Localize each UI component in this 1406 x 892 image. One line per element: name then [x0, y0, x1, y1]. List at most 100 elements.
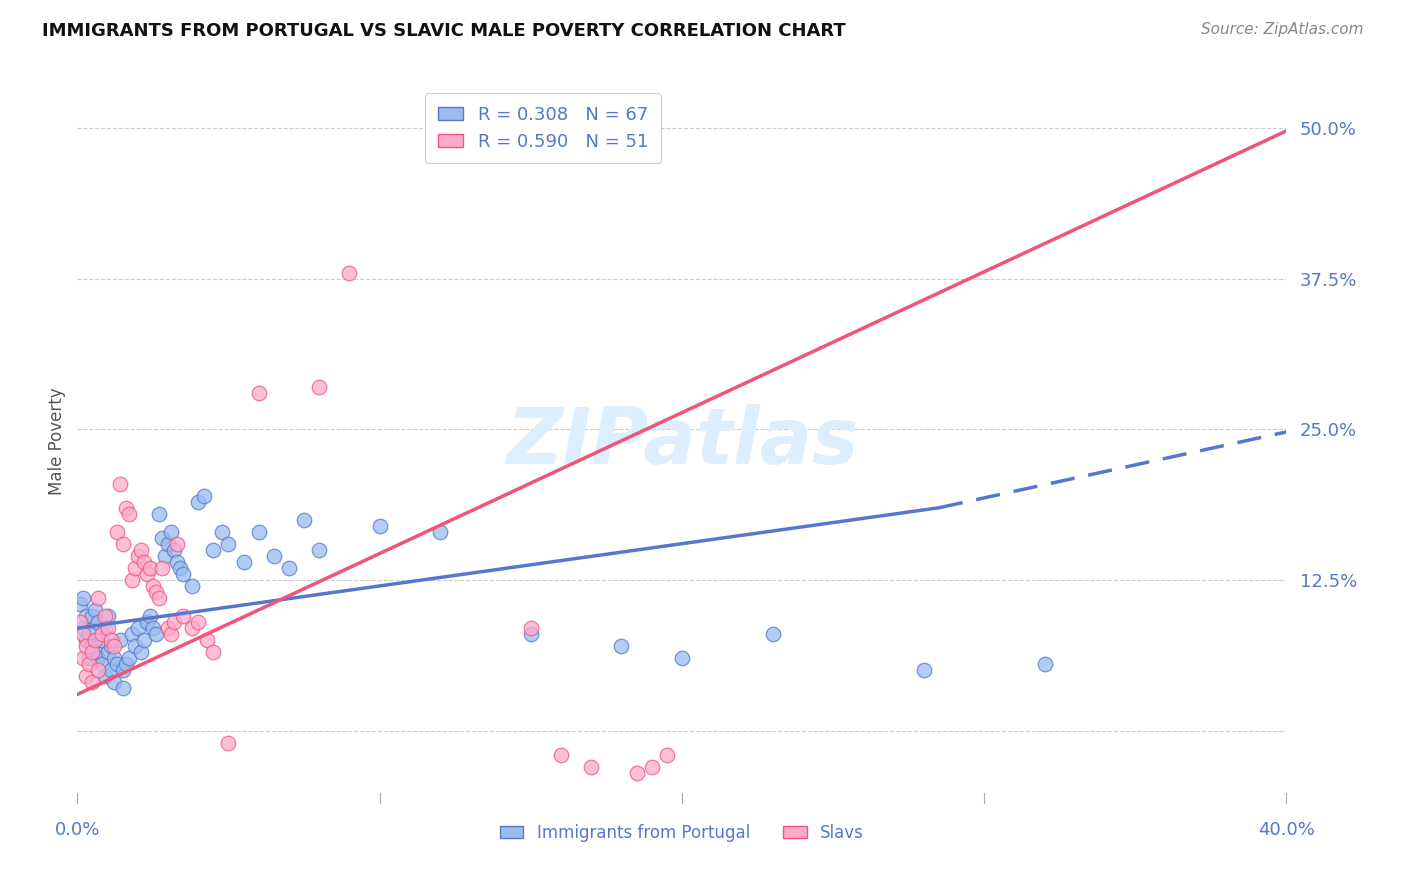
Point	[114, 500, 136, 515]
Point	[160, 524, 183, 539]
Point	[337, 266, 360, 280]
Point	[118, 651, 141, 665]
Point	[218, 537, 240, 551]
Point	[96, 621, 118, 635]
Point	[163, 542, 186, 557]
Point	[163, 615, 186, 630]
Point	[202, 542, 225, 557]
Point	[626, 765, 648, 780]
Point	[181, 621, 204, 635]
Point	[79, 657, 101, 672]
Point	[520, 627, 543, 641]
Point	[218, 735, 240, 749]
Point	[72, 651, 94, 665]
Point	[550, 747, 572, 762]
Point	[145, 627, 167, 641]
Point	[105, 524, 128, 539]
Point	[127, 621, 149, 635]
Point	[108, 633, 131, 648]
Point	[292, 513, 315, 527]
Point	[139, 609, 162, 624]
Point	[129, 542, 152, 557]
Point	[193, 489, 215, 503]
Point	[211, 524, 233, 539]
Point	[100, 664, 122, 678]
Point	[202, 645, 225, 659]
Point	[150, 561, 173, 575]
Point	[90, 627, 112, 641]
Point	[671, 651, 693, 665]
Text: Source: ZipAtlas.com: Source: ZipAtlas.com	[1201, 22, 1364, 37]
Point	[82, 645, 104, 659]
Point	[75, 669, 97, 683]
Point	[145, 585, 167, 599]
Point	[166, 555, 188, 569]
Point	[75, 639, 97, 653]
Point	[79, 651, 101, 665]
Point	[132, 555, 155, 569]
Point	[166, 537, 188, 551]
Point	[520, 621, 543, 635]
Point	[103, 651, 125, 665]
Point	[139, 561, 162, 575]
Point	[93, 669, 115, 683]
Point	[118, 507, 141, 521]
Point	[129, 645, 152, 659]
Point	[247, 524, 270, 539]
Point	[87, 664, 110, 678]
Point	[111, 537, 134, 551]
Point	[121, 627, 143, 641]
Point	[72, 627, 94, 641]
Point	[84, 645, 107, 659]
Point	[79, 627, 101, 641]
Point	[84, 603, 107, 617]
Point	[82, 639, 104, 653]
Point	[93, 621, 115, 635]
Point	[157, 537, 180, 551]
Point	[308, 542, 330, 557]
Point	[308, 380, 330, 394]
Point	[72, 621, 94, 635]
Point	[105, 657, 128, 672]
Point	[111, 681, 134, 696]
Point	[87, 615, 110, 630]
Point	[132, 633, 155, 648]
Text: 40.0%: 40.0%	[1258, 821, 1315, 838]
Point	[641, 760, 664, 774]
Point	[124, 639, 146, 653]
Point	[72, 591, 94, 606]
Point	[148, 591, 170, 606]
Legend: Immigrants from Portugal, Slavs: Immigrants from Portugal, Slavs	[494, 817, 870, 848]
Point	[75, 633, 97, 648]
Point	[148, 507, 170, 521]
Point	[142, 621, 165, 635]
Point	[153, 549, 176, 563]
Point	[762, 627, 785, 641]
Point	[111, 664, 134, 678]
Point	[169, 561, 191, 575]
Point	[100, 639, 122, 653]
Point	[232, 555, 254, 569]
Point	[87, 651, 110, 665]
Point	[160, 627, 183, 641]
Point	[135, 567, 157, 582]
Point	[96, 645, 118, 659]
Point	[75, 609, 97, 624]
Text: ZIPatlas: ZIPatlas	[506, 403, 858, 480]
Point	[121, 573, 143, 587]
Point	[108, 476, 131, 491]
Point	[142, 579, 165, 593]
Point	[93, 609, 115, 624]
Point	[135, 615, 157, 630]
Text: 0.0%: 0.0%	[55, 821, 100, 838]
Point	[82, 675, 104, 690]
Point	[172, 567, 194, 582]
Point	[157, 621, 180, 635]
Point	[368, 518, 391, 533]
Point	[247, 386, 270, 401]
Point	[87, 591, 110, 606]
Point	[96, 609, 118, 624]
Point	[100, 633, 122, 648]
Point	[195, 633, 218, 648]
Point	[610, 639, 633, 653]
